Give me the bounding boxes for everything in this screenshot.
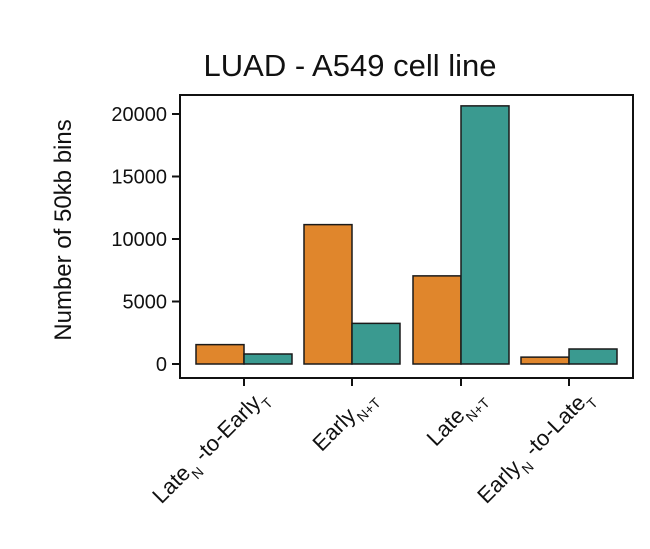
y-tick-label: 0 (156, 354, 167, 376)
bar-series2-cat1 (243, 353, 293, 365)
y-axis: 0 5000 10000 15000 20000 (111, 104, 180, 376)
x-tick-label: LateN -to-EarlyT (147, 384, 276, 513)
y-axis-label: Number of 50kb bins (50, 119, 77, 340)
x-tick-label: EarlyN -to-LateT (472, 384, 601, 513)
chart-title: LUAD - A549 cell line (204, 48, 497, 83)
y-tick-label: 5000 (123, 292, 168, 314)
x-tick-label: EarlyN+T (307, 384, 384, 461)
y-tick-label: 10000 (111, 229, 167, 251)
bar-series1-cat3 (412, 275, 462, 365)
bar-series2-cat3 (460, 105, 510, 365)
bar-series1-cat4 (520, 356, 570, 365)
bar-series2-cat4 (568, 348, 618, 365)
bars-group (195, 105, 618, 365)
y-tick-label: 20000 (111, 104, 167, 126)
y-tick-label: 15000 (111, 167, 167, 189)
bar-series2-cat2 (351, 322, 401, 365)
x-tick-label: LateN+T (422, 384, 493, 455)
bar-series1-cat2 (303, 223, 353, 365)
plot-frame (179, 94, 634, 379)
bar-series1-cat1 (195, 343, 245, 365)
